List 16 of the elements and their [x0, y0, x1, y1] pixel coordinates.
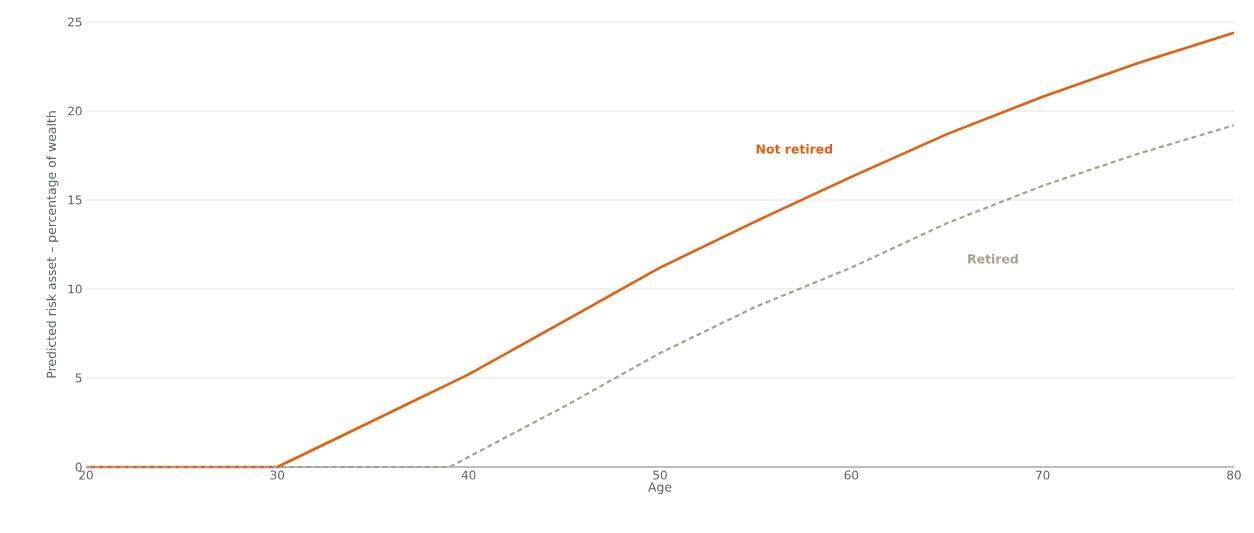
y-tick-label: 20 [68, 106, 82, 116]
x-tick-label: 50 [653, 470, 667, 480]
y-tick-label: 5 [75, 373, 82, 383]
x-tick-label: 60 [844, 470, 859, 480]
y-tick-label: 15 [68, 195, 82, 205]
text: Not retired [756, 144, 833, 154]
x-tick-label: 80 [1227, 470, 1241, 480]
x-tick-label: 70 [1036, 470, 1050, 480]
text: Retired [968, 253, 1018, 264]
y-tick-label: 0 [75, 462, 82, 472]
y-tick-label: 10 [68, 284, 82, 294]
y-tick-label: 25 [68, 17, 82, 27]
x-tick-label: 30 [270, 470, 285, 480]
x-tick-label: 40 [461, 470, 476, 480]
y-axis-title: Predicted risk asset – percentage of wealth [46, 111, 59, 378]
x-axis-title: Age [648, 482, 672, 495]
